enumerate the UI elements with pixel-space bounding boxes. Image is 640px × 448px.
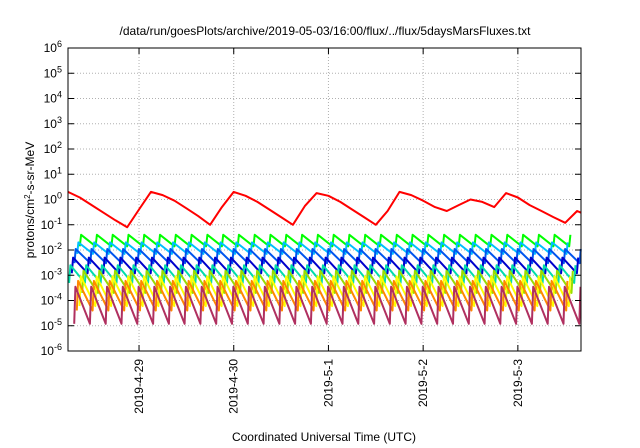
series-line-10 — [73, 285, 582, 325]
y-tick-base: 10 — [41, 344, 55, 358]
x-tick-label: 2019-5-3 — [511, 359, 525, 407]
y-tick-exponent: 5 — [57, 64, 62, 74]
y-tick-base: 10 — [44, 167, 58, 181]
x-tick-label: 2019-5-1 — [321, 359, 335, 407]
y-tick-exponent: -5 — [54, 317, 62, 327]
chart-title: /data/run/goesPlots/archive/2019-05-03/1… — [120, 24, 532, 38]
y-tick-base: 10 — [44, 117, 58, 131]
y-tick-exponent: -2 — [54, 241, 62, 251]
y-tick-label: 104 — [44, 90, 62, 106]
y-tick-label: 100 — [44, 191, 62, 207]
y-tick-label: 10-1 — [41, 216, 62, 232]
y-tick-exponent: -6 — [54, 342, 62, 352]
y-tick-base: 10 — [41, 243, 55, 257]
y-tick-label: 10-3 — [41, 266, 62, 282]
y-tick-exponent: -4 — [54, 292, 62, 302]
y-tick-label: 10-5 — [41, 317, 62, 333]
y-tick-label: 101 — [44, 165, 62, 181]
y-tick-base: 10 — [44, 92, 58, 106]
series-line-1 — [67, 190, 582, 229]
series-line-2 — [78, 233, 572, 248]
y-tick-base: 10 — [44, 193, 58, 207]
y-tick-base: 10 — [41, 268, 55, 282]
y-tick-labels: 10-610-510-410-310-210-11001011021031041… — [41, 39, 62, 358]
y-tick-label: 102 — [44, 140, 62, 156]
y-axis-label-sup: 2 — [23, 194, 32, 199]
y-axis-label: protons/cm2-s-sr-MeV — [23, 142, 38, 258]
series-line-3 — [76, 241, 569, 255]
y-axis-label-prefix: protons/cm — [23, 199, 37, 258]
series-line-8 — [78, 275, 572, 308]
ticks — [68, 47, 581, 352]
y-tick-base: 10 — [44, 66, 58, 80]
x-tick-label: 2019-4-30 — [227, 359, 241, 414]
y-tick-base: 10 — [41, 294, 55, 308]
series-line-9 — [75, 279, 569, 312]
y-tick-label: 10-6 — [41, 342, 62, 358]
y-tick-exponent: 0 — [57, 191, 62, 201]
series-group — [67, 190, 582, 325]
y-tick-label: 103 — [44, 115, 62, 131]
x-tick-labels: 2019-4-29 2019-4-30 2019-5-1 2019-5-2 2019-5… — [132, 359, 525, 414]
y-tick-exponent: -3 — [54, 266, 62, 276]
y-tick-label: 106 — [44, 39, 62, 55]
y-tick-exponent: 1 — [57, 165, 62, 175]
y-tick-base: 10 — [44, 142, 58, 156]
y-tick-exponent: 4 — [57, 90, 62, 100]
y-tick-base: 10 — [41, 218, 55, 232]
y-tick-exponent: 3 — [57, 115, 62, 125]
series-line-5 — [70, 256, 580, 275]
x-tick-label: 2019-4-29 — [132, 359, 146, 414]
x-tick-label: 2019-5-2 — [416, 359, 430, 407]
y-tick-exponent: 6 — [57, 39, 62, 49]
y-tick-exponent: 2 — [57, 140, 62, 150]
y-tick-label: 10-4 — [41, 292, 62, 308]
x-axis-label: Coordinated Universal Time (UTC) — [232, 430, 416, 444]
y-axis-label-suffix: -s-sr-MeV — [23, 142, 37, 195]
y-tick-label: 10-2 — [41, 241, 62, 257]
y-tick-label: 105 — [44, 64, 62, 80]
y-tick-base: 10 — [41, 319, 55, 333]
y-tick-base: 10 — [44, 41, 58, 55]
y-tick-exponent: -1 — [54, 216, 62, 226]
